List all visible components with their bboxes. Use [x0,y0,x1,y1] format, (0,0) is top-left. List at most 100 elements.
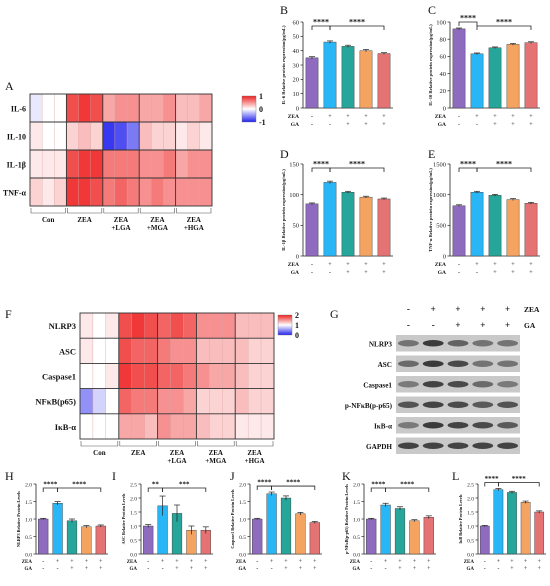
significance-label: **** [257,479,272,487]
blot-protein-label: IκB-α [374,422,392,430]
treatment-zea-sign: - [458,261,460,268]
heatmap-cell [126,93,140,123]
treatment-row-label: ZEA [236,560,247,565]
heatmap-cell [79,363,94,389]
heatmap-cell [102,121,116,151]
y-tick-label: 1.0 [130,524,137,530]
heatmap-group-label: +LGA [111,224,130,232]
treatment-ga-sign: + [364,269,368,276]
y-tick-label: 100 [289,192,299,199]
bar [377,53,391,109]
treatment-ga-sign: + [299,566,303,572]
heatmap-cell [144,338,158,364]
treatment-zea-sign: + [204,559,208,565]
heatmap-cell [29,93,43,123]
y-tick-label: 0.0 [239,552,246,558]
y-axis-label: p-NFκB(p-p65) Relative Protein Levels [344,484,349,554]
y-tick-label: 50 [293,223,300,230]
blot-band [422,442,444,449]
heatmap-cell [260,413,275,440]
heatmap-cell [151,177,164,207]
heatmap-cell [235,363,249,389]
bar [295,513,306,555]
blot-band [422,381,444,388]
bar [493,489,504,555]
treatment-zea-sign: + [413,559,417,565]
y-tick-label: 0.5 [130,538,137,544]
panel-letter-i: I [112,469,116,483]
blot-header-label: ZEA [524,305,540,314]
blot-band [472,401,494,408]
heatmap-cell [144,312,158,339]
treatment-ga-sign: + [493,121,497,128]
blot-band [497,360,519,367]
panel-letter-k: K [342,469,351,483]
heatmap-cell [187,93,201,123]
heatmap-cell [157,388,171,414]
bar [52,503,63,555]
significance-label: **** [512,475,527,483]
heatmap-row-label: IL-10 [7,133,26,142]
bar [479,525,490,555]
bar [66,520,78,555]
significance-bracket [256,485,272,491]
panel-letter-a: A [5,79,14,93]
blot-band [422,401,444,408]
treatment-zea-sign: + [529,113,533,120]
panel-letter-c: C [428,3,436,17]
treatment-zea-sign: + [524,559,528,565]
treatment-zea-sign: + [364,113,368,120]
heatmap-cell [41,149,55,179]
heatmap-cell [54,121,67,151]
heatmap-cell [199,177,213,207]
y-axis-label: Caspase1 Relative Protein Levels [230,489,235,548]
treatment-row-label: GA [239,567,247,572]
heatmap-group-label: +HGA [245,457,265,465]
heatmap-cell [131,312,145,339]
heatmap-group-label: ZEA [187,216,201,224]
treatment-ga-sign: + [524,566,528,572]
significance-bracket [162,487,207,492]
western-blot-g: - + + + + - - + + + ZEA GA NLRP3 ASC Caspase1 p-NFκB(p-… [345,304,540,454]
significance-label: **** [371,481,386,489]
y-tick-label: 100 [436,19,446,26]
treatment-zea-sign: + [313,559,317,565]
heatmap-cell [41,93,55,123]
blot-band [397,340,419,347]
y-tick-label: 0.5 [25,535,32,541]
heatmap-cell [118,338,132,364]
heatmap-cell [66,177,79,207]
heatmap-cell [199,121,213,151]
y-tick-label: 30 [293,62,300,69]
heatmap-cell [105,413,119,440]
treatment-ga-sign: + [510,566,514,572]
heatmap-cell [41,121,55,151]
treatment-zea-sign: + [510,559,514,565]
colorbar-tick-label: 1 [259,92,263,101]
heatmap-cell [92,363,107,389]
treatment-row-label: ZEA [435,262,446,268]
significance-bracket [329,25,385,30]
heatmap-cell [92,312,107,339]
heatmap-cell [187,121,201,151]
blot-band [397,360,419,367]
heatmap-group-label: +MGA [147,224,168,232]
treatment-zea-sign: + [529,261,533,268]
treatment-ga-sign: + [511,121,515,128]
blot-band [472,422,494,429]
heatmap-cell [114,93,128,123]
treatment-zea-sign: + [328,113,332,120]
significance-label: **** [400,481,415,489]
heatmap-group-bracket [158,441,196,447]
y-tick-label: 1.5 [130,510,137,516]
heatmap-cell [222,413,236,440]
bar [359,50,373,109]
heatmap-cell [54,93,67,123]
y-tick-label: 500 [436,223,446,230]
heatmap-cell [92,388,107,414]
heatmap-cell [157,338,171,364]
y-tick-label: 0.0 [130,552,137,558]
treatment-zea-sign: + [538,559,542,565]
y-tick-label: 0 [443,105,446,112]
blot-zea-sign: - [407,304,410,314]
